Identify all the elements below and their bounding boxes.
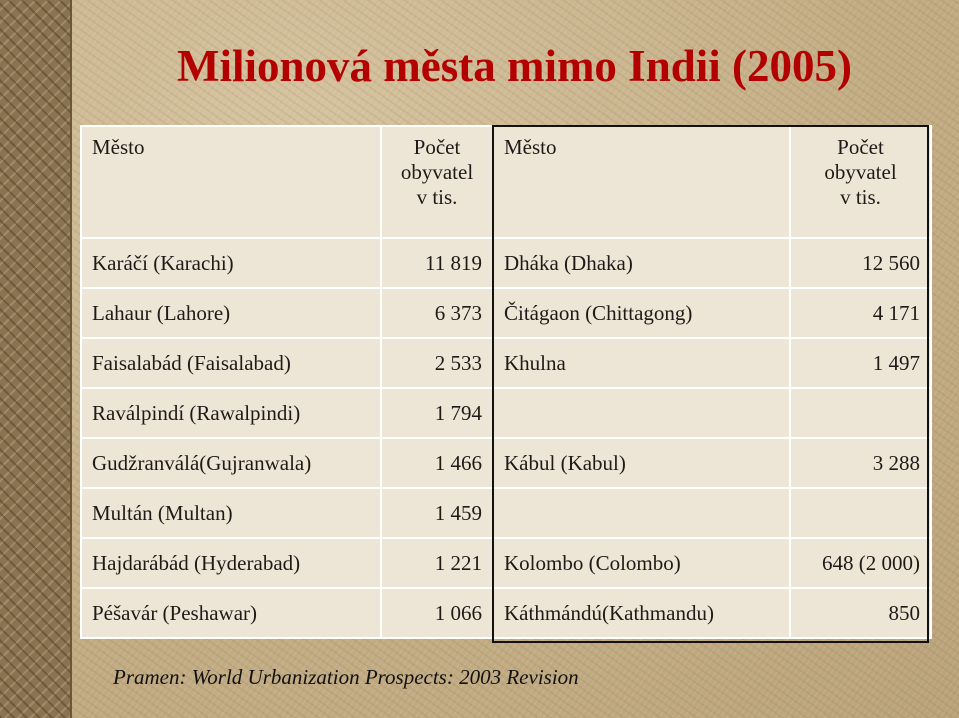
population-right: 850 <box>789 587 932 639</box>
cities-table: Město Počet obyvatel v tis. Město Počet … <box>80 125 932 639</box>
table-row: Hajdarábád (Hyderabad) 1 221 Kolombo (Co… <box>80 537 932 589</box>
population-right: 1 497 <box>789 337 932 389</box>
table-header-row: Město Počet obyvatel v tis. Město Počet … <box>80 125 932 239</box>
city-right <box>492 487 791 539</box>
population-right: 12 560 <box>789 237 932 289</box>
population-left: 11 819 <box>380 237 494 289</box>
city-right: Káthmándú(Kathmandu) <box>492 587 791 639</box>
population-left: 1 466 <box>380 437 494 489</box>
table-row: Lahaur (Lahore) 6 373 Čitágaon (Chittago… <box>80 287 932 339</box>
population-right: 648 (2 000) <box>789 537 932 589</box>
table-row: Faisalabád (Faisalabad) 2 533 Khulna 1 4… <box>80 337 932 389</box>
header-city-left: Město <box>80 125 382 239</box>
city-left: Lahaur (Lahore) <box>80 287 382 339</box>
city-right: Čitágaon (Chittagong) <box>492 287 791 339</box>
source-note: Pramen: World Urbanization Prospects: 20… <box>113 665 579 689</box>
city-left: Gudžranválá(Gujranwala) <box>80 437 382 489</box>
city-right: Khulna <box>492 337 791 389</box>
population-left: 2 533 <box>380 337 494 389</box>
population-left: 1 459 <box>380 487 494 539</box>
city-right: Dháka (Dhaka) <box>492 237 791 289</box>
population-right <box>789 487 932 539</box>
city-left: Raválpindí (Rawalpindi) <box>80 387 382 439</box>
table-row: Péšavár (Peshawar) 1 066 Káthmándú(Kathm… <box>80 587 932 639</box>
table-row: Raválpindí (Rawalpindi) 1 794 <box>80 387 932 439</box>
city-right: Kolombo (Colombo) <box>492 537 791 589</box>
table-row: Multán (Multan) 1 459 <box>80 487 932 539</box>
population-right: 3 288 <box>789 437 932 489</box>
city-left: Karáčí (Karachi) <box>80 237 382 289</box>
slide-title: Milionová města mimo Indii (2005) <box>177 41 852 91</box>
population-left: 1 066 <box>380 587 494 639</box>
population-right <box>789 387 932 439</box>
population-left: 6 373 <box>380 287 494 339</box>
city-left: Péšavár (Peshawar) <box>80 587 382 639</box>
city-left: Hajdarábád (Hyderabad) <box>80 537 382 589</box>
header-population-left: Počet obyvatel v tis. <box>380 125 494 239</box>
table-row: Karáčí (Karachi) 11 819 Dháka (Dhaka) 12… <box>80 237 932 289</box>
city-right <box>492 387 791 439</box>
city-right: Kábul (Kabul) <box>492 437 791 489</box>
population-left: 1 794 <box>380 387 494 439</box>
city-left: Multán (Multan) <box>80 487 382 539</box>
population-left: 1 221 <box>380 537 494 589</box>
header-city-right: Město <box>492 125 791 239</box>
table-row: Gudžranválá(Gujranwala) 1 466 Kábul (Kab… <box>80 437 932 489</box>
header-population-right: Počet obyvatel v tis. <box>789 125 932 239</box>
city-left: Faisalabád (Faisalabad) <box>80 337 382 389</box>
population-right: 4 171 <box>789 287 932 339</box>
decorative-left-strip <box>0 0 72 718</box>
